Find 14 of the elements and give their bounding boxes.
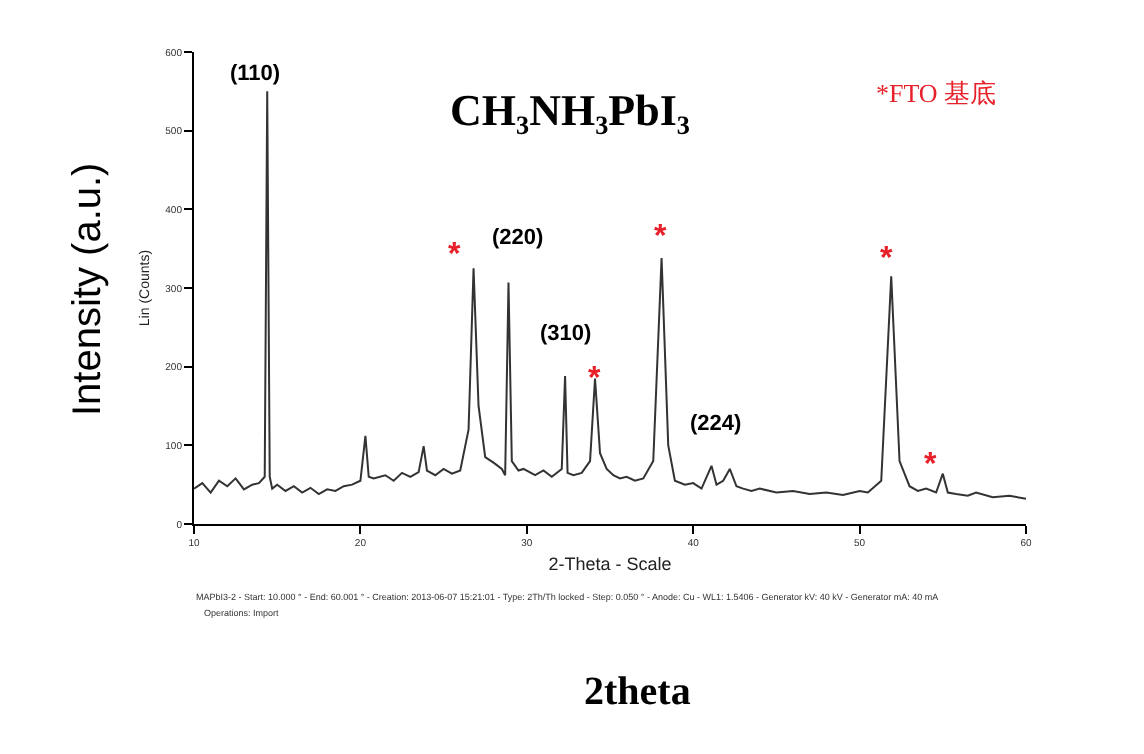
text: CH₃NH₃PbI₃ [449,85,691,136]
annotation: (224) [690,412,743,436]
annotation: * [880,242,894,276]
annotation: * [924,448,938,482]
annotation: * [448,238,462,272]
annotation: * [654,220,668,254]
annotation: (110) [230,62,281,86]
annotation: (310) [540,322,593,346]
annotation: *FTO 基底 [876,78,997,108]
text: Intensity (a.u.) [66,162,110,416]
text: 2theta [584,670,691,714]
annotation: (220) [492,226,545,250]
x-axis-title: 2-Theta - Scale [548,553,672,574]
annotation: * [588,362,602,396]
